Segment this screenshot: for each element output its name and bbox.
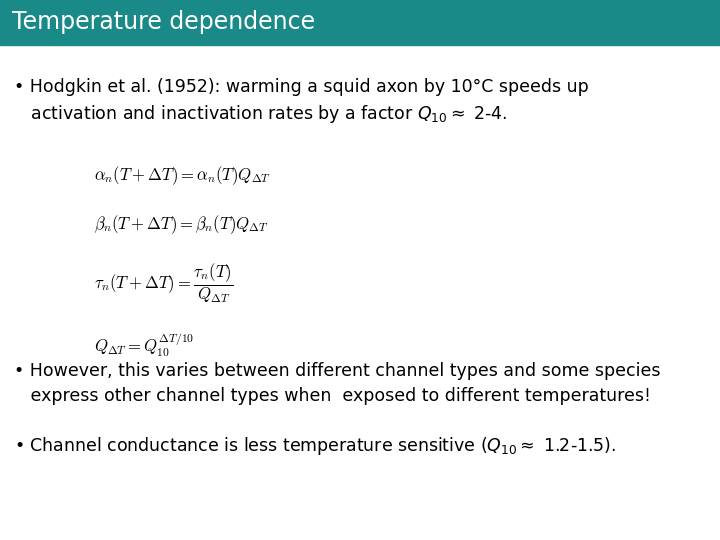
Text: $\alpha_n(T + \Delta T) = \alpha_n(T)Q_{\Delta T}$: $\alpha_n(T + \Delta T) = \alpha_n(T)Q_{…: [94, 165, 271, 187]
Text: express other channel types when  exposed to different temperatures!: express other channel types when exposed…: [14, 387, 652, 405]
Text: $\beta_n(T + \Delta T) = \beta_n(T)Q_{\Delta T}$: $\beta_n(T + \Delta T) = \beta_n(T)Q_{\D…: [94, 213, 268, 236]
Text: Temperature dependence: Temperature dependence: [12, 10, 315, 35]
Text: $Q_{\Delta T} = Q_{10}^{\Delta T/10}$: $Q_{\Delta T} = Q_{10}^{\Delta T/10}$: [94, 332, 194, 359]
Text: • Hodgkin et al. (1952): warming a squid axon by 10°C speeds up: • Hodgkin et al. (1952): warming a squid…: [14, 78, 589, 96]
Text: • Channel conductance is less temperature sensitive ($Q_{10} \approx$ 1.2-1.5).: • Channel conductance is less temperatur…: [14, 435, 617, 457]
Bar: [0, 0, 720, 45]
Text: • However, this varies between different channel types and some species: • However, this varies between different…: [14, 362, 661, 380]
Text: activation and inactivation rates by a factor $Q_{10} \approx$ 2-4.: activation and inactivation rates by a f…: [14, 103, 508, 125]
Text: $\tau_n(T + \Delta T) = \dfrac{\tau_n(T)}{Q_{\Delta T}}$: $\tau_n(T + \Delta T) = \dfrac{\tau_n(T)…: [94, 262, 233, 305]
